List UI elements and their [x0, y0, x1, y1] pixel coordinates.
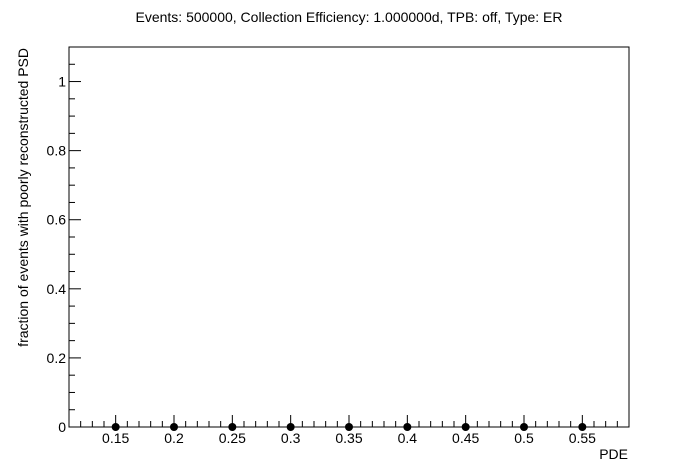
y-axis-ticks	[69, 46, 81, 428]
x-tick-label: 0.2	[164, 430, 184, 446]
x-axis-tick-labels: 0.15 0.2 0.25 0.3 0.35 0.4 0.45 0.5 0.55	[102, 430, 596, 446]
data-points	[111, 423, 587, 431]
data-point	[520, 423, 528, 431]
y-tick-label: 0.8	[47, 143, 67, 159]
data-point	[461, 423, 470, 431]
data-point	[345, 423, 353, 431]
x-tick-label: 0.5	[514, 430, 534, 446]
y-axis-tick-labels: 0 0.2 0.4 0.6 0.8 1	[47, 74, 67, 435]
chart-title: Events: 500000, Collection Efficiency: 1…	[135, 9, 562, 25]
x-tick-label: 0.55	[569, 430, 596, 446]
x-tick-label: 0.35	[335, 430, 362, 446]
x-axis-ticks	[68, 415, 630, 427]
data-point	[578, 423, 587, 431]
y-tick-label: 0.2	[47, 350, 67, 366]
x-axis-title: PDE	[599, 446, 628, 462]
y-tick-label: 0.4	[47, 281, 67, 297]
y-tick-label: 0	[58, 419, 66, 435]
data-point	[111, 423, 120, 431]
data-point	[403, 423, 412, 431]
data-point	[286, 423, 295, 431]
data-point	[228, 423, 237, 431]
y-tick-label: 0.6	[47, 212, 67, 228]
y-axis-title: fraction of events with poorly reconstru…	[15, 48, 31, 347]
x-tick-label: 0.3	[281, 430, 301, 446]
x-tick-label: 0.4	[398, 430, 418, 446]
data-point	[170, 423, 178, 431]
x-tick-label: 0.25	[219, 430, 246, 446]
x-tick-label: 0.15	[102, 430, 129, 446]
y-tick-label: 1	[58, 74, 66, 90]
plot-area-frame	[68, 46, 630, 428]
x-tick-label: 0.45	[452, 430, 479, 446]
